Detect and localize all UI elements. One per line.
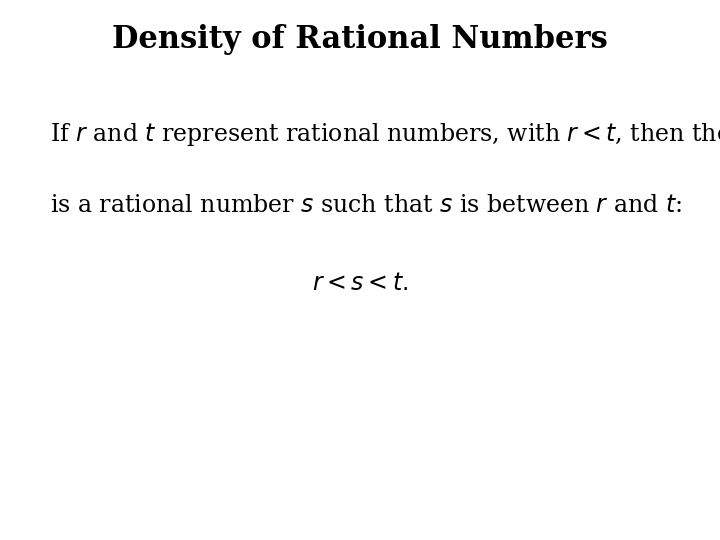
Text: is a rational number $s$ such that $s$ is between $r$ and $t$:: is a rational number $s$ such that $s$ i… <box>50 194 683 218</box>
Text: Copyright © 2015, 2011, 2007 Pearson Education, Inc.: Copyright © 2015, 2011, 2007 Pearson Edu… <box>135 511 441 521</box>
Text: ALWAYS LEARNING: ALWAYS LEARNING <box>22 511 139 521</box>
Text: If $r$ and $t$ represent rational numbers, with $r < t$, then there: If $r$ and $t$ represent rational number… <box>50 122 720 148</box>
Text: PEARSON: PEARSON <box>518 508 600 523</box>
Text: Section 5.3,  Slide 29: Section 5.3, Slide 29 <box>590 511 708 521</box>
Text: $r < s < t.$: $r < s < t.$ <box>312 272 408 295</box>
Text: Density of Rational Numbers: Density of Rational Numbers <box>112 24 608 55</box>
